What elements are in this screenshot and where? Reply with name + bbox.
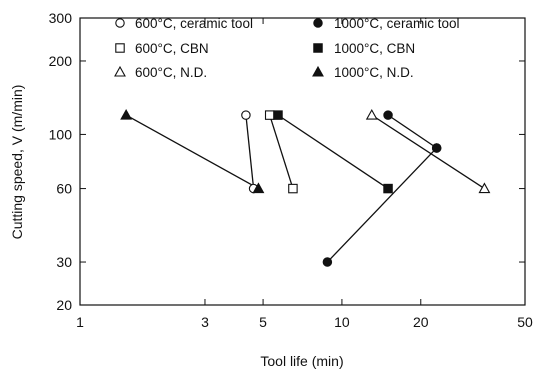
series-line: [387, 114, 438, 149]
tick-labels-group: 1 3 5 10 20 50 20 30 60 100 200 300: [49, 10, 533, 330]
legend-label: 1000°C, N.D.: [334, 65, 414, 80]
y-tick-label: 100: [49, 126, 73, 142]
data-point: [252, 182, 265, 194]
plot-frame-group: [79, 17, 526, 306]
legend-group: 600°C, ceramic tool 1000°C, ceramic tool 6…: [114, 16, 459, 80]
series-line: [277, 114, 389, 190]
legend-marker: [114, 65, 126, 77]
data-point: [383, 110, 393, 120]
plot-frame: [79, 17, 526, 306]
series-line: [245, 115, 255, 189]
data-point: [288, 183, 298, 194]
series-line: [371, 114, 485, 190]
data-point: [383, 183, 393, 194]
ticks-group: [79, 17, 526, 306]
data-point: [273, 110, 283, 120]
x-axis-label: Tool life (min): [260, 353, 343, 369]
data-point: [322, 257, 333, 267]
x-tick-label: 20: [413, 314, 429, 330]
y-tick-label: 20: [56, 297, 72, 313]
data-point: [120, 108, 133, 120]
y-tick-label: 200: [49, 53, 73, 69]
x-tick-label: 50: [517, 314, 533, 330]
legend-marker: [312, 65, 324, 77]
data-point: [264, 110, 275, 120]
series-line: [125, 114, 259, 190]
data-point: [478, 182, 491, 194]
legend-label: 600°C, N.D.: [135, 65, 207, 80]
x-tick-label: 3: [201, 314, 209, 330]
series-line: [326, 147, 438, 263]
y-tick-label: 60: [56, 181, 72, 197]
x-tick-label: 1: [76, 314, 84, 330]
series-line: [269, 114, 294, 189]
y-tick-label: 30: [56, 254, 72, 270]
legend-marker: [313, 43, 323, 53]
legend-label: 1000°C, CBN: [334, 41, 415, 56]
data-point: [365, 108, 378, 120]
legend-marker: [115, 18, 125, 28]
x-tick-label: 5: [259, 314, 267, 330]
legend-marker: [115, 43, 125, 53]
x-tick-label: 10: [334, 314, 350, 330]
legend-label: 1000°C, ceramic tool: [334, 16, 459, 31]
legend-label: 600°C, CBN: [135, 41, 209, 56]
data-point: [431, 143, 442, 153]
legend-label: 600°C, ceramic tool: [135, 16, 253, 31]
y-tick-label: 300: [49, 10, 73, 26]
data-point: [241, 110, 251, 120]
series-group: [120, 108, 491, 267]
y-axis-label: Cutting speed, V (m/min): [9, 85, 25, 240]
legend-marker: [313, 18, 323, 28]
